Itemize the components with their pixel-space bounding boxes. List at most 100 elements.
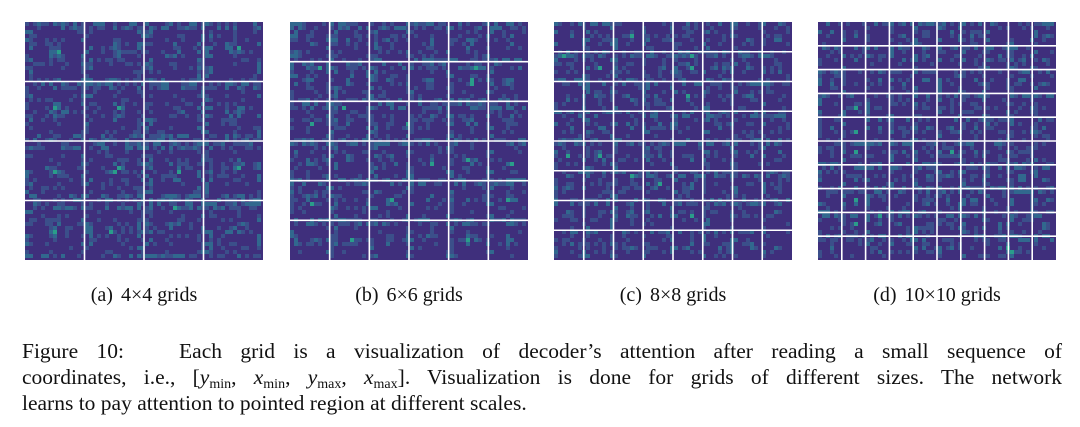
heatmap-cell bbox=[666, 38, 670, 42]
heatmap-cell bbox=[426, 234, 430, 238]
heatmap-cell bbox=[81, 90, 85, 94]
heatmap-cell bbox=[89, 138, 93, 142]
heatmap-cell bbox=[778, 66, 782, 70]
heatmap-cell bbox=[49, 234, 53, 238]
heatmap-cell bbox=[342, 242, 346, 246]
heatmap-cell bbox=[454, 38, 458, 42]
heatmap-cell bbox=[722, 158, 726, 162]
heatmap-cell bbox=[257, 162, 261, 166]
heatmap-cell bbox=[938, 246, 942, 250]
heatmap-cell bbox=[241, 230, 245, 234]
heatmap-cell bbox=[145, 62, 149, 66]
heatmap-cell bbox=[394, 162, 398, 166]
heatmap-cell bbox=[518, 114, 522, 118]
heatmap-cell bbox=[890, 86, 894, 90]
heatmap-cell bbox=[49, 230, 53, 234]
heatmap-cell bbox=[45, 78, 49, 82]
heatmap-cell bbox=[382, 26, 386, 30]
heatmap-cell bbox=[938, 174, 942, 178]
heatmap-cell bbox=[165, 174, 169, 178]
heatmap-cell bbox=[370, 246, 374, 250]
heatmap-cell bbox=[834, 86, 838, 90]
heatmap-cell bbox=[470, 106, 474, 110]
heatmap-cell bbox=[898, 78, 902, 82]
heatmap-cell bbox=[482, 182, 486, 186]
heatmap-cell bbox=[370, 222, 374, 226]
heatmap-cell bbox=[25, 86, 29, 90]
heatmap-cell bbox=[478, 106, 482, 110]
heatmap-cell bbox=[890, 250, 894, 254]
heatmap-cell bbox=[778, 182, 782, 186]
heatmap-cell bbox=[390, 154, 394, 158]
heatmap-cell bbox=[326, 34, 330, 38]
heatmap-cell bbox=[742, 214, 746, 218]
heatmap-cell bbox=[506, 214, 510, 218]
heatmap-cell bbox=[626, 142, 630, 146]
heatmap-cell bbox=[1026, 146, 1030, 150]
heatmap-cell bbox=[722, 142, 726, 146]
heatmap-cell bbox=[406, 230, 410, 234]
heatmap-cell bbox=[298, 250, 302, 254]
heatmap-cell bbox=[193, 190, 197, 194]
heatmap-cell bbox=[954, 46, 958, 50]
heatmap-cell bbox=[994, 106, 998, 110]
heatmap-cell bbox=[818, 30, 822, 34]
heatmap-cell bbox=[646, 206, 650, 210]
heatmap-cell bbox=[197, 94, 201, 98]
heatmap-cell bbox=[1034, 106, 1038, 110]
heatmap-cell bbox=[614, 142, 618, 146]
heatmap-cell bbox=[217, 254, 221, 258]
heatmap-cell bbox=[554, 102, 558, 106]
heatmap-cell bbox=[890, 22, 894, 26]
heatmap-cell bbox=[754, 246, 758, 250]
heatmap-cell bbox=[890, 30, 894, 34]
heatmap-cell bbox=[197, 250, 201, 254]
heatmap-cell bbox=[386, 202, 390, 206]
heatmap-cell bbox=[650, 54, 654, 58]
heatmap-cell bbox=[209, 170, 213, 174]
heatmap-cell bbox=[402, 26, 406, 30]
heatmap-cell bbox=[350, 110, 354, 114]
heatmap-cell bbox=[81, 94, 85, 98]
heatmap-cell bbox=[233, 242, 237, 246]
heatmap-cell bbox=[506, 242, 510, 246]
heatmap-cell bbox=[1050, 50, 1054, 54]
heatmap-cell bbox=[762, 42, 766, 46]
heatmap-cell bbox=[826, 34, 830, 38]
heatmap-cell bbox=[450, 250, 454, 254]
heatmap-cell bbox=[422, 62, 426, 66]
heatmap-cell bbox=[121, 86, 125, 90]
heatmap-cell bbox=[766, 82, 770, 86]
heatmap-cell bbox=[938, 130, 942, 134]
heatmap-cell bbox=[694, 62, 698, 66]
heatmap-cell bbox=[386, 38, 390, 42]
heatmap-cell bbox=[1010, 134, 1014, 138]
heatmap-cell bbox=[45, 222, 49, 226]
heatmap-cell bbox=[690, 210, 694, 214]
heatmap-cell bbox=[878, 82, 882, 86]
heatmap-cell bbox=[910, 238, 914, 242]
heatmap-cell bbox=[466, 30, 470, 34]
heatmap-cell bbox=[342, 250, 346, 254]
heatmap-cell bbox=[694, 106, 698, 110]
heatmap-cell bbox=[566, 214, 570, 218]
heatmap-cell bbox=[326, 98, 330, 102]
heatmap-cell bbox=[950, 170, 954, 174]
heatmap-cell bbox=[125, 238, 129, 242]
heatmap-cell bbox=[974, 134, 978, 138]
heatmap-cell bbox=[221, 254, 225, 258]
heatmap-cell bbox=[149, 78, 153, 82]
heatmap-cell bbox=[874, 46, 878, 50]
heatmap-cell bbox=[474, 30, 478, 34]
heatmap-cell bbox=[438, 58, 442, 62]
heatmap-cell bbox=[510, 186, 514, 190]
heatmap-cell bbox=[818, 78, 822, 82]
heatmap-cell bbox=[177, 134, 181, 138]
heatmap-cell bbox=[173, 94, 177, 98]
heatmap-cell bbox=[290, 90, 294, 94]
heatmap-cell bbox=[574, 218, 578, 222]
heatmap-cell bbox=[97, 142, 101, 146]
heatmap-cell bbox=[654, 134, 658, 138]
heatmap-cell bbox=[878, 142, 882, 146]
heatmap-cell bbox=[245, 38, 249, 42]
